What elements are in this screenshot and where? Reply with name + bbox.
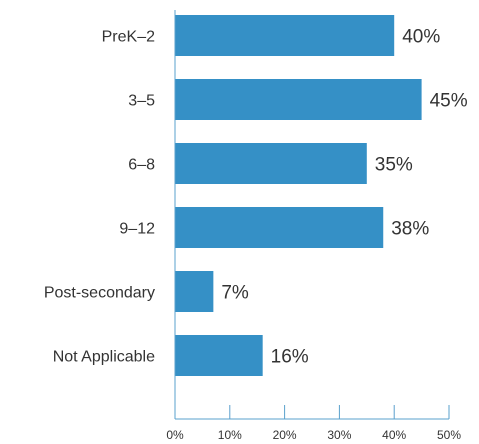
category-label: Not Applicable [53,349,155,366]
bar [175,143,367,184]
category-label: 6–8 [128,157,155,174]
data-label: 35% [375,155,413,176]
data-label: 16% [271,347,309,368]
x-tick-label: 0% [166,428,184,442]
category-label: 9–12 [119,221,155,238]
data-label: 38% [391,219,429,240]
category-labels: PreK–2 3–5 6–8 9–12 Post-secondary Not Applic… [44,29,155,366]
bar [175,15,395,56]
category-label: 3–5 [128,93,155,110]
x-tick-label: 30% [327,428,351,442]
data-label: 45% [430,91,468,112]
bar [175,207,384,248]
data-label: 7% [221,283,249,304]
bar [175,79,422,120]
category-label: Post-secondary [44,285,155,302]
bars [175,15,422,376]
data-label: 40% [402,27,440,48]
bar [175,335,263,376]
category-label: PreK–2 [102,29,155,46]
x-tick-label: 10% [218,428,242,442]
x-tick-label: 20% [273,428,297,442]
x-tick-label: 50% [437,428,461,442]
x-tick-label: 40% [382,428,406,442]
bar [175,271,214,312]
data-labels: 40% 45% 35% 38% 7% 16% [221,27,467,368]
axes: 0% 10% 20% 30% 40% 50% [166,10,461,442]
